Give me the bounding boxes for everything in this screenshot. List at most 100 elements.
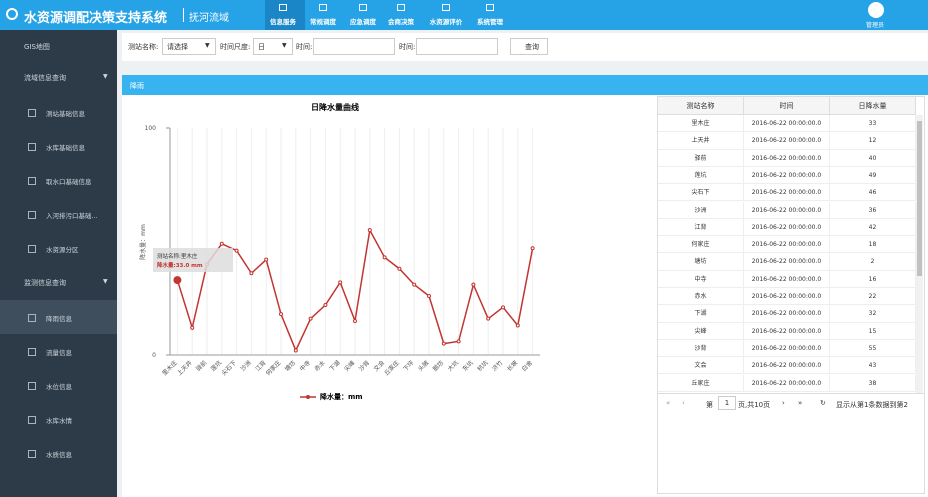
table-cell: 何家庄: [658, 236, 744, 254]
menu-icon: [28, 143, 36, 151]
table-cell: 塘坊: [658, 253, 744, 271]
nav-icon[interactable]: [397, 4, 405, 11]
table-cell: 莲坑: [658, 166, 744, 185]
table-cell: 2016-06-22 00:00:00.0: [744, 201, 830, 219]
user-avatar[interactable]: [868, 2, 884, 18]
point: [173, 276, 182, 285]
table-cell: 2016-06-22 00:00:00.0: [744, 218, 830, 237]
first-page[interactable]: «: [666, 399, 671, 407]
table-header: 日降水量: [830, 97, 916, 115]
table-cell: 下湖: [658, 305, 744, 323]
table-cell: 2016-06-22 00:00:00.0: [744, 339, 830, 358]
panel-header: 降雨: [122, 75, 928, 95]
table-cell: 40: [830, 149, 916, 167]
scale-select[interactable]: 日 ▼: [253, 38, 293, 55]
table-cell: 上天井: [658, 132, 744, 150]
x-tick-label: 上天井: [175, 359, 193, 377]
table-cell: 里木庄: [658, 115, 744, 133]
sidebar: GIS地图 流域信息查询 ▼ 测站基础信息 水库基础信息 取水口基础信息 入河排污口基础..…: [0, 30, 117, 497]
nav-icon[interactable]: [442, 4, 450, 11]
table-cell: 2016-06-22 00:00:00.0: [744, 149, 830, 167]
top-bar: 水资源调配决策支持系统 抚河流域 管理员 信息服务 常规调度 应急调度 会商决策 水资源…: [0, 0, 928, 30]
menu-item[interactable]: 水库基础信息: [46, 144, 85, 152]
x-tick-label: 尖石下: [220, 359, 238, 377]
label: 时间:: [399, 43, 416, 51]
menu-icon: [28, 348, 36, 356]
menu-top[interactable]: GIS地图: [24, 43, 50, 51]
table-cell: 尖石下: [658, 184, 744, 202]
x-tick-label: 下坪: [401, 359, 415, 373]
table-cell: 驿前: [658, 149, 744, 167]
table-cell: 丘家庄: [658, 374, 744, 392]
menu-item[interactable]: 水位信息: [46, 383, 72, 391]
point: [397, 266, 402, 271]
table-cell: 2016-06-22 00:00:00.0: [744, 166, 830, 185]
menu-item[interactable]: 水库水情: [46, 417, 72, 425]
menu-item[interactable]: 测站基础信息: [46, 110, 85, 118]
x-tick-label: 里木庄: [160, 359, 178, 377]
table-cell: 33: [830, 115, 916, 133]
page-input[interactable]: 1: [718, 396, 736, 410]
menu-group[interactable]: 流域信息查询: [24, 74, 66, 82]
refresh[interactable]: ↻: [820, 399, 826, 407]
menu-item[interactable]: 流量信息: [46, 349, 72, 357]
date-input[interactable]: [313, 38, 395, 55]
table-cell: 2016-06-22 00:00:00.0: [744, 115, 830, 133]
label: 时间:: [296, 43, 313, 51]
point: [249, 271, 254, 276]
nav-icon[interactable]: [486, 4, 494, 11]
y-axis-label: 降水量：mm: [139, 224, 147, 260]
query-button[interactable]: 查询: [510, 38, 548, 55]
chart-title: 日降水量曲线: [311, 102, 359, 112]
table-header: 时间: [744, 97, 830, 115]
x-tick-label: 东坑: [461, 359, 475, 373]
last-page[interactable]: »: [798, 399, 803, 407]
nav-item[interactable]: 应急调度: [350, 18, 376, 26]
date-input[interactable]: [416, 38, 498, 55]
menu-item[interactable]: 取水口基础信息: [46, 178, 92, 186]
table-cell: 2016-06-22 00:00:00.0: [744, 374, 830, 392]
page-prefix: 第: [706, 401, 713, 409]
menu-group[interactable]: 监测信息查询: [24, 279, 66, 287]
point: [367, 228, 372, 233]
nav-item[interactable]: 信息服务: [270, 18, 296, 26]
nav-item[interactable]: 水资源评价: [429, 18, 463, 26]
scrollbar[interactable]: [916, 115, 923, 393]
table-cell: 2016-06-22 00:00:00.0: [744, 288, 830, 306]
menu-item[interactable]: 水质信息: [46, 451, 72, 459]
x-tick-label: 沙洲: [239, 359, 252, 372]
table-cell: 12: [830, 132, 916, 150]
menu-item[interactable]: 入河排污口基础...: [46, 212, 98, 220]
station-select[interactable]: 请选择 ▼: [162, 38, 216, 55]
menu-icon: [28, 211, 36, 219]
nav-item[interactable]: 会商决策: [388, 18, 414, 26]
nav-icon[interactable]: [279, 4, 287, 11]
y-tick-label: 0: [152, 352, 156, 359]
page-info: 显示从第1条数据到第2: [836, 401, 908, 409]
menu-item[interactable]: 降雨信息: [46, 315, 72, 323]
x-tick-label: 白舍: [520, 359, 534, 373]
scroll-thumb[interactable]: [917, 121, 922, 276]
nav-item[interactable]: 系统管理: [477, 18, 503, 26]
x-tick-label: 大坑: [446, 359, 460, 373]
table-cell: 38: [830, 374, 916, 392]
table-cell: 尖峰: [658, 322, 744, 340]
nav-icon[interactable]: [359, 4, 367, 11]
point: [441, 341, 446, 346]
next-page[interactable]: ›: [782, 399, 785, 407]
user-name[interactable]: 管理员: [866, 22, 885, 29]
nav-icon[interactable]: [319, 4, 327, 11]
menu-item[interactable]: 水资源分区: [46, 246, 79, 254]
menu-icon: [28, 109, 36, 117]
nav-item[interactable]: 常规调度: [310, 18, 336, 26]
point: [412, 282, 417, 287]
table-cell: 36: [830, 201, 916, 219]
prev-page[interactable]: ‹: [682, 399, 685, 407]
caret: ▼: [205, 42, 210, 49]
menu-icon: [28, 450, 36, 458]
table-cell: 42: [830, 218, 916, 237]
point: [530, 246, 535, 251]
table-cell: 2016-06-22 00:00:00.0: [744, 184, 830, 202]
table-cell: 沙洲: [658, 201, 744, 219]
point: [234, 248, 239, 253]
